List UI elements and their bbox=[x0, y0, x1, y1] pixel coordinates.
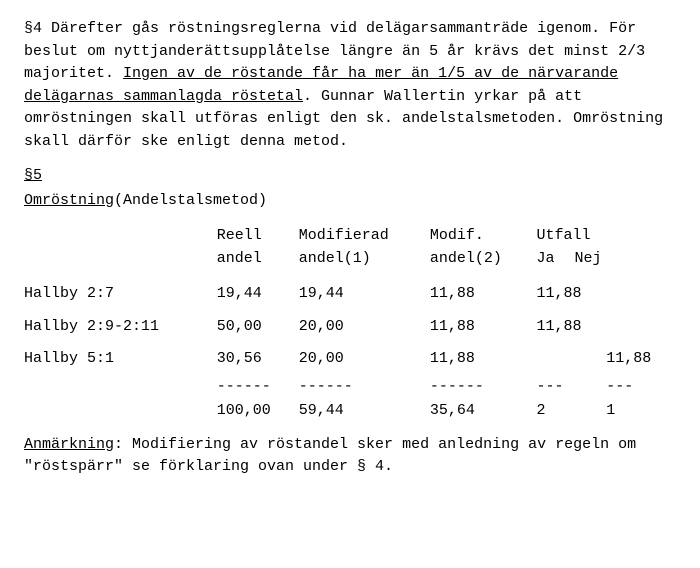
total-mod1: 59,44 bbox=[299, 398, 430, 428]
header-mod2-1: Modif. bbox=[430, 225, 531, 248]
cell-mod1: 20,00 bbox=[299, 343, 430, 376]
footnote-text: : Modifiering av röstandel sker med anle… bbox=[24, 436, 636, 476]
section-5-label: §5 bbox=[24, 165, 42, 188]
total-reell: 100,00 bbox=[217, 398, 299, 428]
dash-mod1: ------ bbox=[299, 376, 430, 399]
footnote: Anmärkning: Modifiering av röstandel ske… bbox=[24, 434, 676, 479]
section-5-sub-label: Omröstning bbox=[24, 190, 114, 213]
header-reell-1: Reell bbox=[217, 225, 293, 248]
row-label: Hallby 2:9-2:11 bbox=[24, 311, 217, 344]
cell-mod2: 11,88 bbox=[430, 278, 537, 311]
footnote-label: Anmärkning bbox=[24, 436, 114, 453]
total-nej: 1 bbox=[606, 398, 676, 428]
total-mod2: 35,64 bbox=[430, 398, 537, 428]
cell-reell: 30,56 bbox=[217, 343, 299, 376]
cell-mod1: 20,00 bbox=[299, 311, 430, 344]
cell-ja: 11,88 bbox=[537, 278, 607, 311]
cell-ja: 11,88 bbox=[537, 311, 607, 344]
table-header-row: Reell andel Modifierad andel(1) Modif. a… bbox=[24, 220, 676, 278]
table-total-row: 100,00 59,44 35,64 2 1 bbox=[24, 398, 676, 428]
cell-nej bbox=[606, 278, 676, 311]
header-mod2-2: andel(2) bbox=[430, 248, 531, 271]
row-label: Hallby 2:7 bbox=[24, 278, 217, 311]
table-header-mod2: Modif. andel(2) bbox=[430, 220, 537, 278]
cell-reell: 50,00 bbox=[217, 311, 299, 344]
table-row: Hallby 2:9-2:11 50,00 20,00 11,88 11,88 bbox=[24, 311, 676, 344]
dash-nej: --- bbox=[606, 376, 676, 399]
total-ja: 2 bbox=[537, 398, 607, 428]
cell-nej: 11,88 bbox=[606, 343, 676, 376]
table-row: Hallby 5:1 30,56 20,00 11,88 11,88 bbox=[24, 343, 676, 376]
header-nej: Nej bbox=[575, 248, 602, 271]
dash-mod2: ------ bbox=[430, 376, 537, 399]
cell-mod1: 19,44 bbox=[299, 278, 430, 311]
paragraph-4: §4 Därefter gås röstningsreglerna vid de… bbox=[24, 18, 676, 153]
table-row: Hallby 2:7 19,44 19,44 11,88 11,88 bbox=[24, 278, 676, 311]
table-dash-row: ------ ------ ------ --- --- bbox=[24, 376, 676, 399]
table-header-mod1: Modifierad andel(1) bbox=[299, 220, 430, 278]
table-header-reell: Reell andel bbox=[217, 220, 299, 278]
header-utfall: Utfall bbox=[537, 225, 670, 248]
table-header-empty bbox=[24, 220, 217, 278]
cell-mod2: 11,88 bbox=[430, 311, 537, 344]
row-label: Hallby 5:1 bbox=[24, 343, 217, 376]
section-5-subheading: Omröstning(Andelstalsmetod) bbox=[24, 190, 676, 213]
voting-table: Reell andel Modifierad andel(1) Modif. a… bbox=[24, 220, 676, 428]
table-body: Hallby 2:7 19,44 19,44 11,88 11,88 Hallb… bbox=[24, 278, 676, 428]
cell-ja bbox=[537, 343, 607, 376]
header-reell-2: andel bbox=[217, 248, 293, 271]
header-mod1-1: Modifierad bbox=[299, 225, 424, 248]
header-mod1-2: andel(1) bbox=[299, 248, 424, 271]
table-header-utfall: Utfall Ja Nej bbox=[537, 220, 676, 278]
cell-mod2: 11,88 bbox=[430, 343, 537, 376]
dash-ja: --- bbox=[537, 376, 607, 399]
cell-nej bbox=[606, 311, 676, 344]
section-5-heading: §5 bbox=[24, 165, 676, 188]
dash-reell: ------ bbox=[217, 376, 299, 399]
cell-reell: 19,44 bbox=[217, 278, 299, 311]
header-ja: Ja bbox=[537, 248, 555, 271]
section-5-sub-paren: (Andelstalsmetod) bbox=[114, 192, 267, 209]
